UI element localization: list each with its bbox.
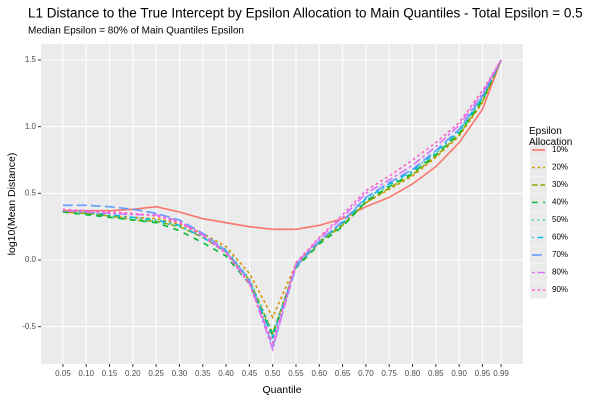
- y-tick-label: -0.5: [22, 322, 36, 331]
- x-tick-label: 0.25: [148, 369, 164, 378]
- x-tick-label: 0.60: [312, 369, 328, 378]
- series-line: [62, 59, 502, 353]
- series-line: [62, 59, 502, 320]
- x-tick-label: 0.55: [288, 369, 304, 378]
- x-tick-label: 0.90: [451, 369, 467, 378]
- x-tick-label: 0.35: [195, 369, 211, 378]
- chart-title: L1 Distance to the True Intercept by Eps…: [28, 6, 583, 21]
- x-tick-label: 0.20: [125, 369, 141, 378]
- legend-label: 80%: [552, 268, 568, 277]
- chart-subtitle: Median Epsilon = 80% of Main Quantiles E…: [28, 26, 244, 37]
- y-tick-label: 1.0: [25, 122, 37, 131]
- x-tick-label: 0.05: [55, 369, 71, 378]
- x-tick-label: 0.45: [242, 369, 258, 378]
- x-tick-label: 0.95: [475, 369, 491, 378]
- x-tick-label: 0.15: [102, 369, 118, 378]
- legend-label: 50%: [552, 215, 568, 224]
- series-line: [62, 59, 502, 346]
- x-tick-label: 0.40: [218, 369, 234, 378]
- x-tick-label: 0.80: [405, 369, 421, 378]
- legend-label: 70%: [552, 250, 568, 259]
- x-tick-label: 0.50: [265, 369, 281, 378]
- legend-key: [530, 194, 547, 211]
- y-tick-label: 0.5: [25, 188, 37, 197]
- y-axis-label: log10(Mean Distance): [6, 153, 18, 256]
- x-tick-label: 0.85: [428, 369, 444, 378]
- y-tick-label: 1.5: [25, 55, 37, 64]
- legend-key: [530, 176, 547, 194]
- legend-label: 90%: [552, 285, 568, 294]
- x-tick-label: 0.30: [172, 369, 188, 378]
- x-tick-label: 0.75: [381, 369, 397, 378]
- legend-label: 20%: [552, 163, 568, 172]
- legend-title: Epsilon Allocation: [529, 126, 573, 148]
- x-tick-label: 0.65: [335, 369, 351, 378]
- x-tick-label: 0.99: [493, 369, 509, 378]
- series-line: [62, 59, 502, 231]
- legend-label: 60%: [552, 233, 568, 242]
- legend-label: 40%: [552, 198, 568, 207]
- x-axis-label: Quantile: [262, 384, 301, 396]
- legend-label: 10%: [552, 145, 568, 154]
- x-tick-label: 0.10: [78, 369, 94, 378]
- legend-label: 30%: [552, 180, 568, 189]
- x-tick-label: 0.70: [358, 369, 374, 378]
- y-tick-label: 0.0: [25, 255, 37, 264]
